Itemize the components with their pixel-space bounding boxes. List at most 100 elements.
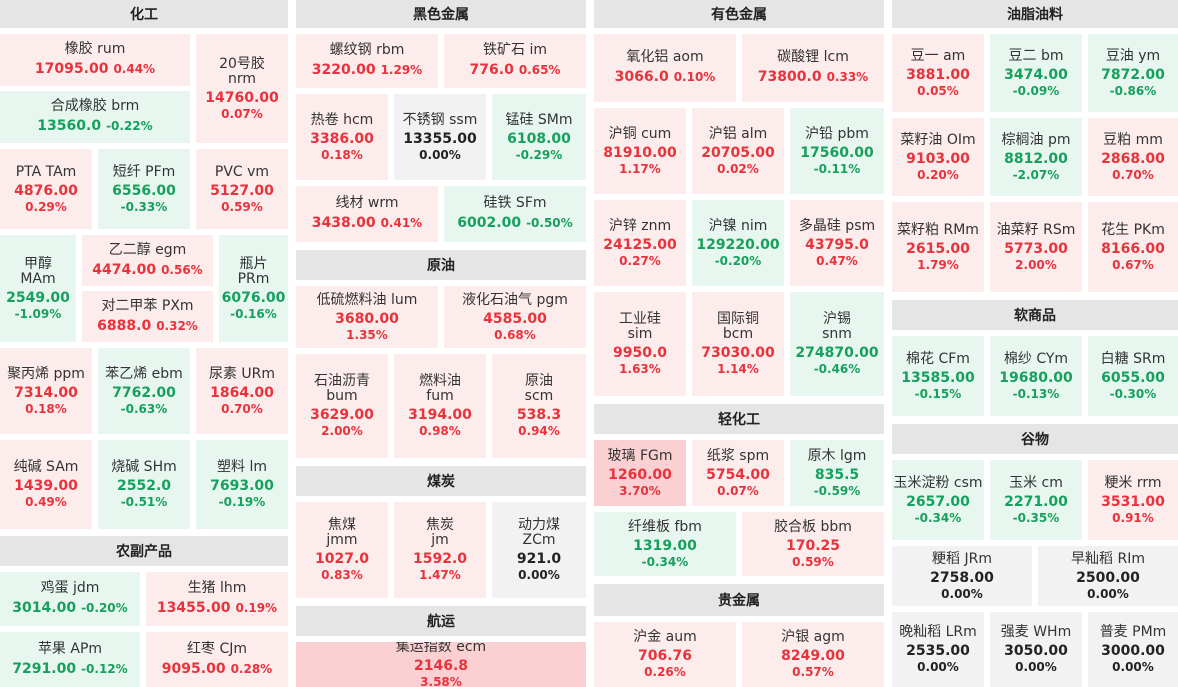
futures-tile-cfm[interactable]: 棉花 CFm 13585.00 -0.15% [892,336,984,416]
last-price: 6556.00 [112,182,176,199]
futures-tile-am[interactable]: 豆一 am 3881.00 0.05% [892,34,984,112]
last-price: 7693.00 [210,478,274,494]
futures-tile-rim[interactable]: 早籼稻 RIm 2500.00 0.00% [1038,546,1178,606]
futures-tile-jrm[interactable]: 粳稻 JRm 2758.00 0.00% [892,546,1032,606]
futures-tile-hcm[interactable]: 热卷 hcm 3386.00 0.18% [296,94,388,180]
contract-name: 尿素 URm [208,365,276,382]
futures-tile-jm[interactable]: 焦炭 jm 1592.0 1.47% [394,502,486,598]
futures-tile-agm[interactable]: 沪银 agm 8249.00 0.57% [742,622,884,687]
futures-tile-jdm[interactable]: 鸡蛋 jdm 3014.00 -0.20% [0,572,140,626]
futures-tile-whm[interactable]: 强麦 WHm 3050.00 0.00% [990,612,1082,687]
futures-tile-rsm[interactable]: 油菜籽 RSm 5773.00 2.00% [990,202,1082,292]
futures-tile-alm[interactable]: 沪铝 alm 20705.00 0.02% [692,108,784,194]
change-percent: -0.20% [714,253,762,268]
futures-tile-jmm[interactable]: 焦煤 jmm 1027.0 0.83% [296,502,388,598]
futures-tile-sim[interactable]: 工业硅 sim 9950.0 1.63% [594,292,686,396]
futures-tile-nrm[interactable]: 20号胶 nrm 14760.00 0.07% [196,34,288,143]
futures-tile-bum[interactable]: 石油沥青 bum 3629.00 2.00% [296,354,388,458]
futures-tile-ssm[interactable]: 不锈钢 ssm 13355.00 0.00% [394,94,486,180]
futures-tile-apm[interactable]: 苹果 APm 7291.00 -0.12% [0,632,140,687]
futures-tile-brm[interactable]: 合成橡胶 brm 13560.0 -0.22% [0,91,190,143]
futures-tile-rmm[interactable]: 菜籽粕 RMm 2615.00 1.79% [892,202,984,292]
futures-tile-psm[interactable]: 多晶硅 psm 43795.0 0.47% [790,200,884,286]
futures-tile-vm[interactable]: PVC vm 5127.00 0.59% [196,149,288,229]
contract-name: PVC vm [214,163,270,180]
futures-tile-bbm[interactable]: 胶合板 bbm 170.25 0.59% [742,512,884,576]
futures-tile-ppm[interactable]: 聚丙烯 ppm 7314.00 0.18% [0,348,92,434]
futures-tile-aum[interactable]: 沪金 aum 706.76 0.26% [594,622,736,687]
futures-tile-cm[interactable]: 玉米 cm 2271.00 -0.35% [990,460,1082,540]
futures-tile-wrm[interactable]: 线材 wrm 3438.00 0.41% [296,186,438,242]
futures-tile-urm[interactable]: 尿素 URm 1864.00 0.70% [196,348,288,434]
futures-tile-csm[interactable]: 玉米淀粉 csm 2657.00 -0.34% [892,460,984,540]
futures-tile-cum[interactable]: 沪铜 cum 81910.00 1.17% [594,108,686,194]
futures-tile-mm[interactable]: 豆粕 mm 2868.00 0.70% [1088,118,1178,196]
futures-tile-smm[interactable]: 锰硅 SMm 6108.00 -0.29% [492,94,586,180]
futures-tile-srm[interactable]: 白糖 SRm 6055.00 -0.30% [1088,336,1178,416]
futures-tile-shm[interactable]: 烧碱 SHm 2552.0 -0.51% [98,440,190,529]
futures-tile-lcm[interactable]: 碳酸锂 lcm 73800.0 0.33% [742,34,884,102]
futures-tile-nim[interactable]: 沪镍 nim 129220.00 -0.20% [692,200,784,286]
futures-tile-spm[interactable]: 纸浆 spm 5754.00 0.07% [692,440,784,506]
last-price: 20705.00 [701,144,775,161]
section-header-ferrous: 黑色金属 [296,0,586,28]
change-percent: -0.59% [813,483,861,498]
futures-tile-egm[interactable]: 乙二醇 egm 4474.00 0.56% [82,235,213,286]
change-percent: 0.10% [673,70,716,84]
contract-name: 焦炭 [426,517,454,533]
futures-tile-bcm[interactable]: 国际铜 bcm 73030.00 1.14% [692,292,784,396]
futures-tile-sam[interactable]: 纯碱 SAm 1439.00 0.49% [0,440,92,529]
futures-tile-lhm[interactable]: 生猪 lhm 13455.00 0.19% [146,572,288,626]
futures-tile-pbm[interactable]: 沪铅 pbm 17560.00 -0.11% [790,108,884,194]
futures-tile-sfm[interactable]: 硅铁 SFm 6002.00 -0.50% [444,186,586,242]
contract-name: 纯碱 SAm [13,459,79,475]
contract-name: 沪锌 znm [608,217,672,234]
futures-tile-fgm[interactable]: 玻璃 FGm 1260.00 3.70% [594,440,686,506]
change-percent: 0.00% [917,660,959,674]
last-price: 2552.0 [116,478,172,494]
contract-name: 油菜籽 RSm [996,221,1076,238]
futures-tile-mam[interactable]: 甲醇 MAm 2549.00 -1.09% [0,235,76,342]
futures-tile-aom[interactable]: 氧化铝 aom 3066.0 0.10% [594,34,736,102]
futures-tile-scm[interactable]: 原油 scm 538.3 0.94% [492,354,586,458]
contract-code: bcm [722,326,754,342]
futures-tile-prm[interactable]: 瓶片 PRm 6076.00 -0.16% [219,235,288,342]
futures-tile-ecm[interactable]: 集运指数 ecm 2146.8 3.58% [296,642,586,687]
futures-tile-lgm[interactable]: 原木 lgm 835.5 -0.59% [790,440,884,506]
futures-tile-rbm[interactable]: 螺纹钢 rbm 3220.00 1.29% [296,34,438,88]
futures-tile-lm[interactable]: 塑料 lm 7693.00 -0.19% [196,440,288,529]
last-price: 3050.00 [1004,643,1068,659]
futures-tile-pgm[interactable]: 液化石油气 pgm 4585.00 0.68% [444,286,586,348]
futures-tile-im[interactable]: 铁矿石 im 776.0 0.65% [444,34,586,88]
futures-tile-fbm[interactable]: 纤维板 fbm 1319.00 -0.34% [594,512,736,576]
contract-name: 合成橡胶 brm [50,98,140,114]
change-percent: 1.79% [917,257,959,272]
futures-tile-zcm[interactable]: 动力煤 ZCm 921.0 0.00% [492,502,586,598]
change-percent: 0.26% [644,665,686,679]
futures-tile-lrm[interactable]: 晚籼稻 LRm 2535.00 0.00% [892,612,984,687]
futures-tile-rum[interactable]: 橡胶 rum 17095.00 0.44% [0,34,190,86]
futures-tile-ym[interactable]: 豆油 ym 7872.00 -0.86% [1088,34,1178,112]
futures-tile-ebm[interactable]: 苯乙烯 ebm 7762.00 -0.63% [98,348,190,434]
futures-tile-cjm[interactable]: 红枣 CJm 9095.00 0.28% [146,632,288,687]
contract-name: 棕榈油 pm [1001,131,1071,148]
futures-tile-lum[interactable]: 低硫燃料油 lum 3680.00 1.35% [296,286,438,348]
futures-tile-pmm[interactable]: 普麦 PMm 3000.00 0.00% [1088,612,1178,687]
futures-tile-pfm[interactable]: 短纤 PFm 6556.00 -0.33% [98,149,190,229]
futures-tile-bm[interactable]: 豆二 bm 3474.00 -0.09% [990,34,1082,112]
futures-tile-pxm[interactable]: 对二甲苯 PXm 6888.0 0.32% [82,291,213,342]
futures-tile-snm[interactable]: 沪锡 snm 274870.00 -0.46% [790,292,884,396]
futures-tile-olm[interactable]: 菜籽油 OIm 9103.00 0.20% [892,118,984,196]
contract-code: snm [822,326,852,342]
change-percent: 3.58% [420,675,462,687]
futures-tile-znm[interactable]: 沪锌 znm 24125.00 0.27% [594,200,686,286]
contract-name: 生猪 lhm [187,580,247,596]
futures-tile-pkm[interactable]: 花生 PKm 8166.00 0.67% [1088,202,1178,292]
contract-code: scm [524,388,554,404]
futures-tile-rrm[interactable]: 粳米 rrm 3531.00 0.91% [1088,460,1178,540]
last-price: 3881.00 [906,66,970,83]
futures-tile-tam[interactable]: PTA TAm 4876.00 0.29% [0,149,92,229]
futures-tile-cym[interactable]: 棉纱 CYm 19680.00 -0.13% [990,336,1082,416]
futures-tile-fum[interactable]: 燃料油 fum 3194.00 0.98% [394,354,486,458]
futures-tile-pm[interactable]: 棕榈油 pm 8812.00 -2.07% [990,118,1082,196]
